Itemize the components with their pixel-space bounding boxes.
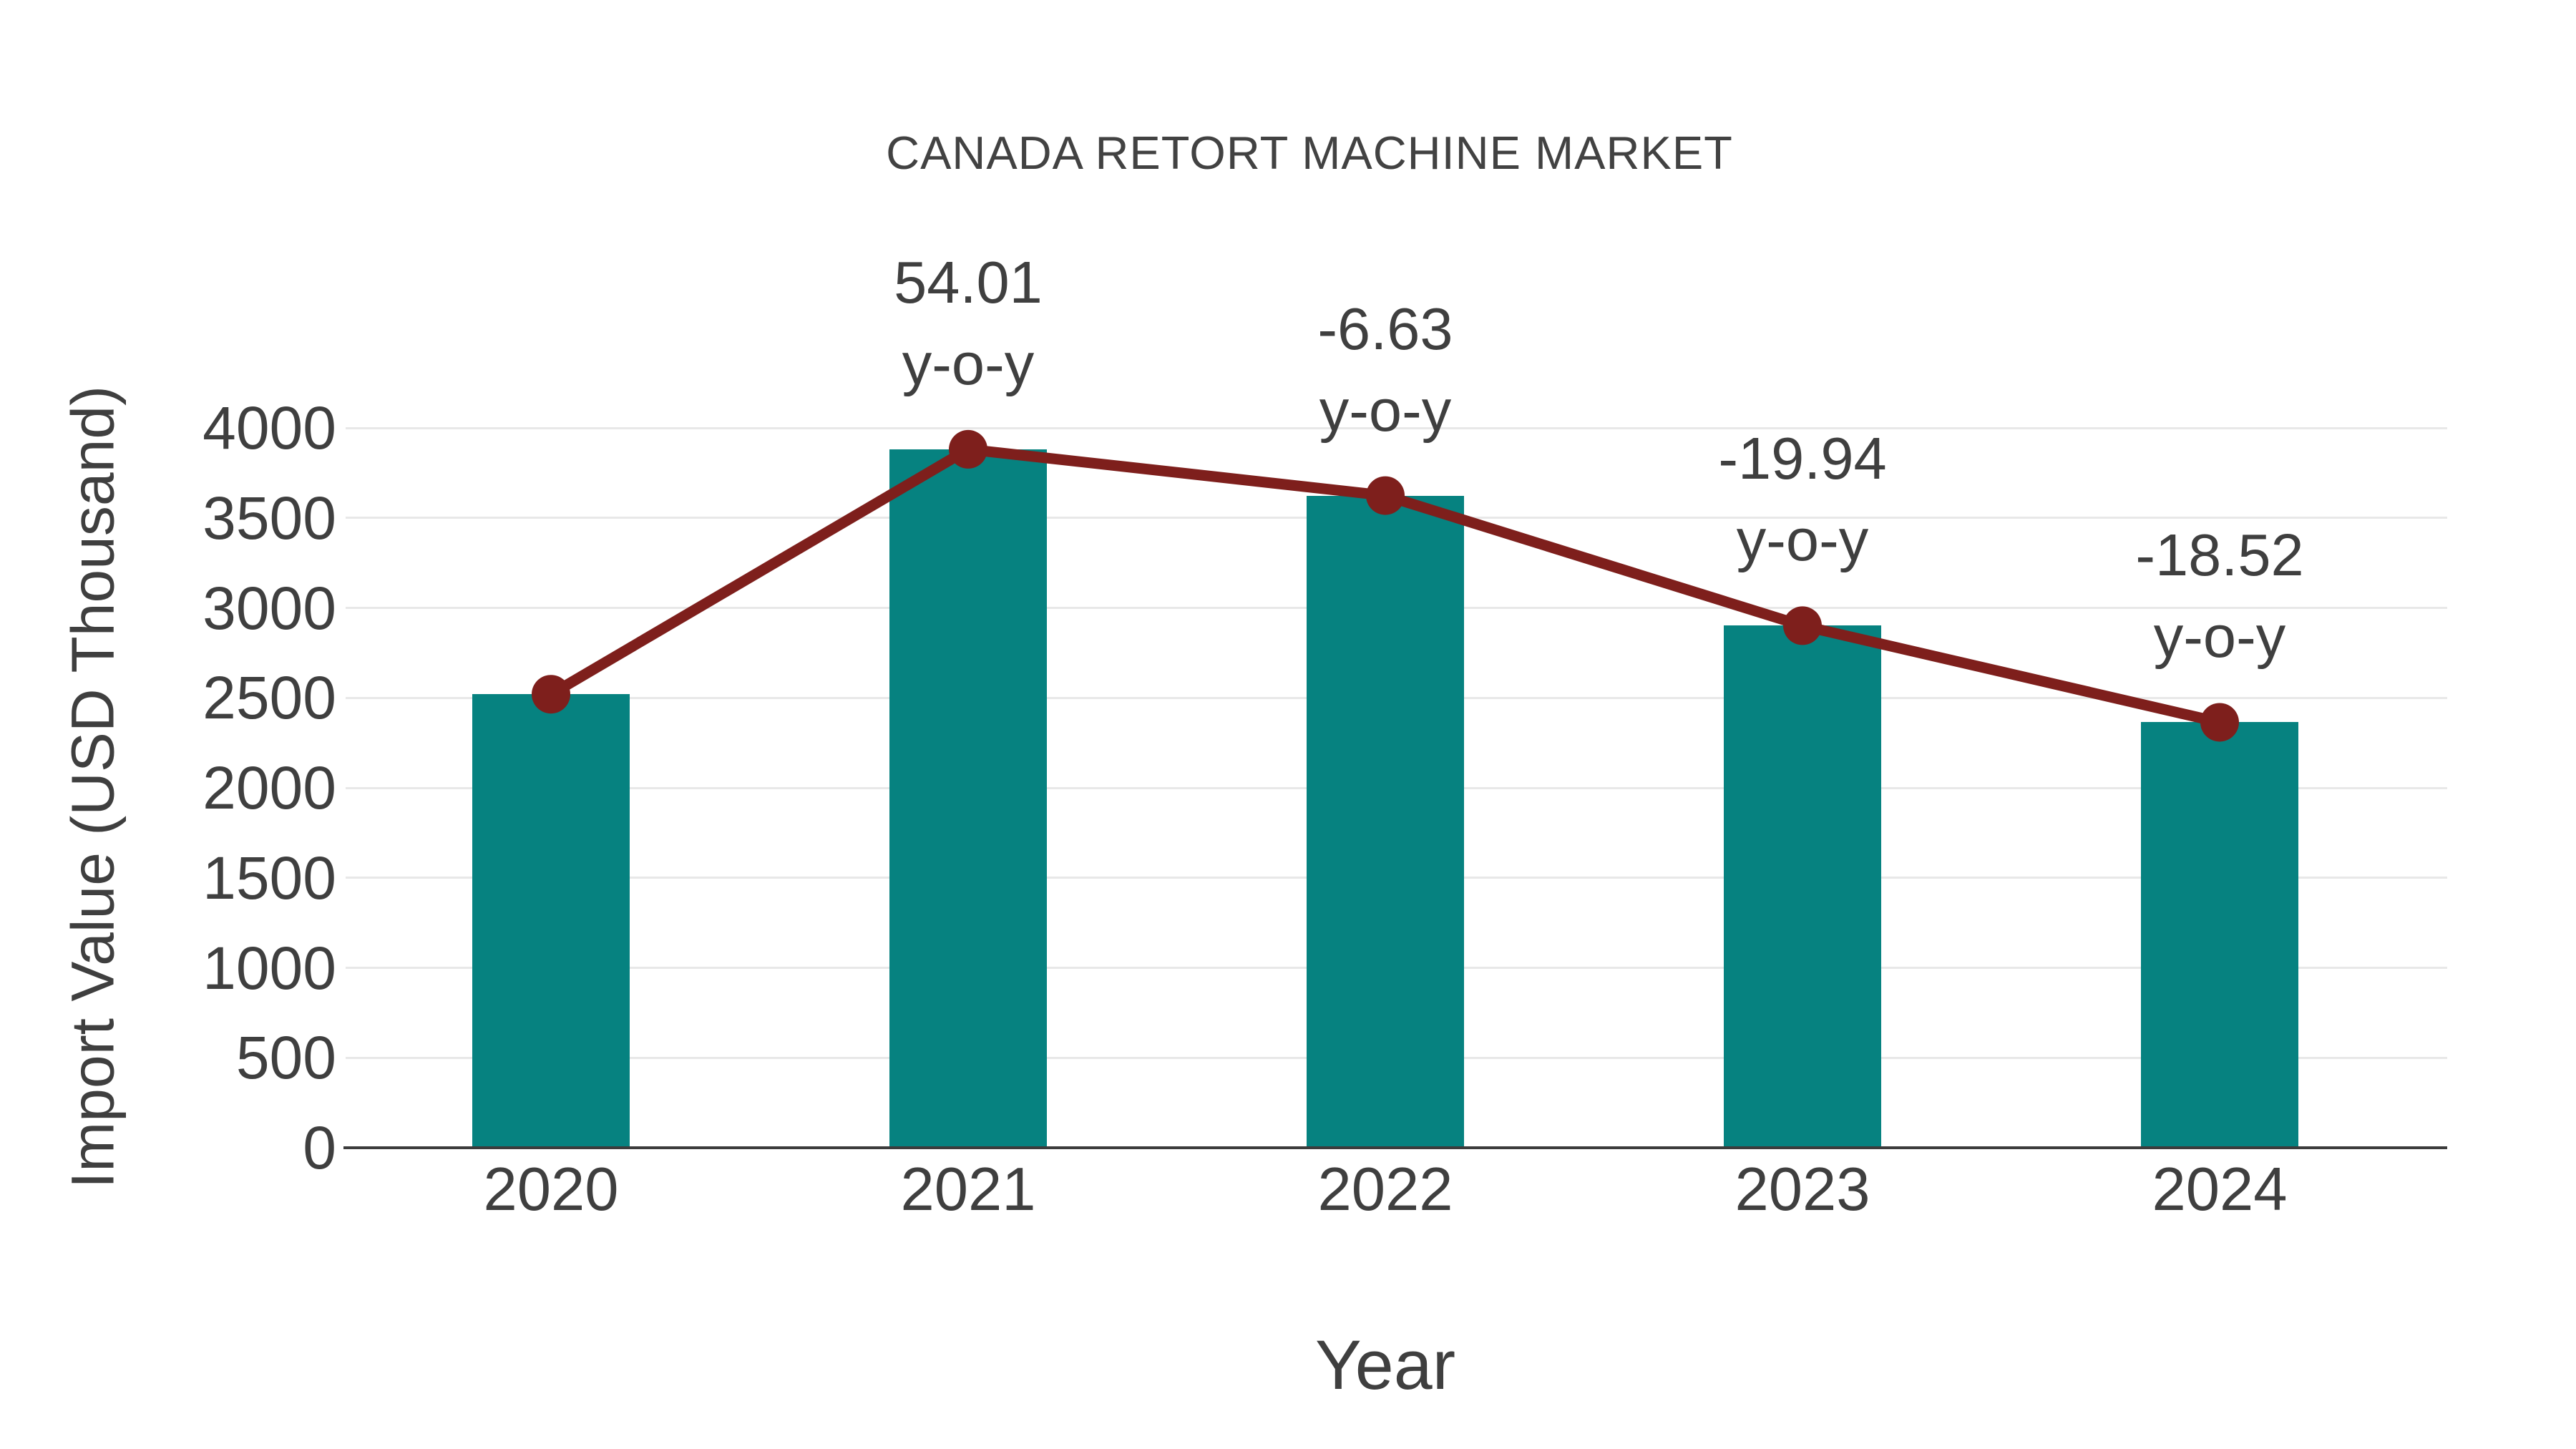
x-axis-title: Year [1315,1326,1455,1404]
yoy-annotation-2024: -18.52 y-o-y [2135,522,2304,670]
x-tick-label: 2024 [2152,1156,2288,1224]
data-point-marker-2024 [2200,703,2239,742]
x-axis-line [343,1146,2447,1149]
yoy-annotation-2023: -19.94 y-o-y [1718,425,1887,574]
data-point-marker-2022 [1366,476,1405,515]
y-tick-label: 3500 [203,484,336,552]
bar-2022 [1307,495,1464,1148]
y-tick-label: 2000 [203,754,336,821]
y-tick-label: 1500 [203,844,336,912]
data-point-marker-2020 [532,675,570,714]
y-tick-label: 500 [235,1024,336,1092]
chart-title: CANADA RETORT MACHINE MARKET [886,127,1733,179]
y-tick-label: 0 [303,1114,336,1181]
bar-2020 [472,694,630,1148]
gridline [346,426,2447,429]
y-tick-label: 1000 [203,934,336,1002]
x-tick-label: 2023 [1735,1156,1870,1224]
x-tick-label: 2022 [1317,1156,1453,1224]
y-tick-label: 2500 [203,664,336,732]
bar-2024 [2141,722,2298,1148]
data-point-marker-2021 [949,429,987,469]
x-tick-label: 2020 [483,1156,619,1224]
bar-2023 [1724,625,1881,1148]
data-point-marker-2023 [1783,606,1822,645]
bar-2021 [889,449,1047,1148]
y-tick-label: 3000 [203,574,336,642]
yoy-annotation-2021: 54.01 y-o-y [894,248,1043,397]
y-tick-label: 4000 [203,394,336,462]
x-tick-label: 2021 [900,1156,1036,1224]
yoy-annotation-2022: -6.63 y-o-y [1317,295,1453,444]
